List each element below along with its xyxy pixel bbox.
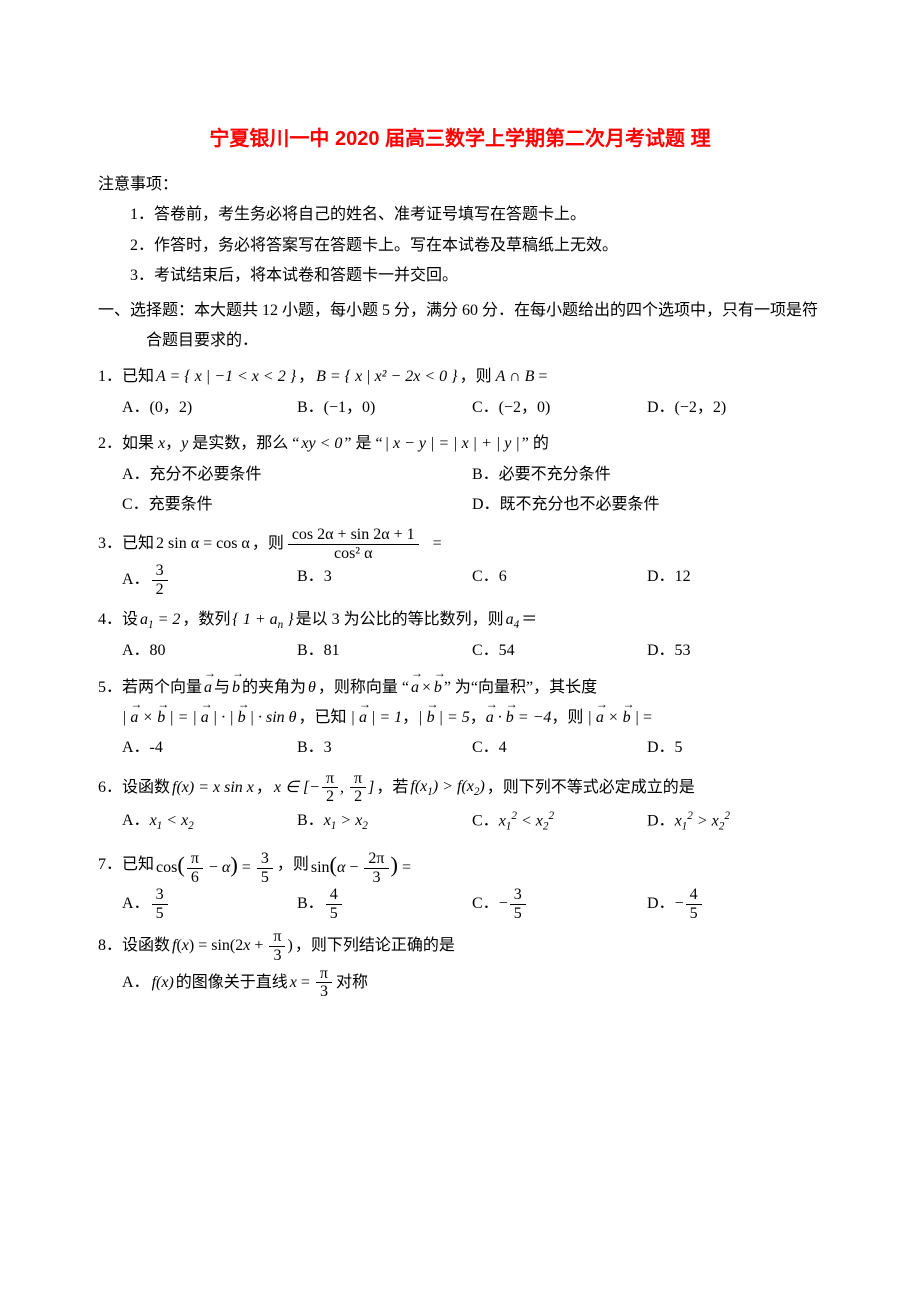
q6-stem-a: 6．设函数: [98, 773, 170, 803]
q8-optA-c: 对称: [336, 968, 368, 998]
q2-opt-b: B．必要不充分条件: [472, 460, 822, 490]
q3-frac: cos 2α + sin 2α + 1 cos² α: [288, 526, 419, 562]
question-1: 1．已知 A = { x | −1 < x < 2 } ， B = { x | …: [98, 362, 822, 423]
q6-opt-c: C．x12 < x22: [472, 806, 647, 838]
q3-stem-a: 3．已知: [98, 529, 154, 559]
q2-mid: ” 是 “: [344, 429, 382, 459]
q5-opt-a: A．-4: [122, 733, 297, 763]
q5-line2: | a × b | = | a | · | b | · sin θ: [122, 703, 297, 733]
q4-a1: a1 = 2: [140, 605, 180, 636]
q5-line1-e: ” 为“向量积”，其长度: [444, 673, 597, 703]
q3-opt-d: D．12: [647, 562, 822, 598]
q1-opt-d: D．(−2，2): [647, 393, 822, 423]
q7-mid: ，则: [277, 850, 309, 880]
q4-opt-d: D．53: [647, 636, 822, 666]
q6-mid2: ，若: [376, 773, 408, 803]
question-6: 6．设函数 f(x) = x sin x ， x ∈ [−π2, π2] ，若 …: [98, 770, 822, 838]
q4-eq: ＝: [521, 605, 537, 635]
q7-opt-c: C．−35: [472, 886, 647, 922]
q2-e2: | x − y | = | x | + | y |: [385, 429, 520, 459]
q3-opt-a: A．32: [122, 562, 297, 598]
q5-opt-b: B．3: [297, 733, 472, 763]
q2-opt-c: C．充要条件: [122, 490, 472, 520]
q7-opt-a: A．35: [122, 886, 297, 922]
q4-opt-c: C．54: [472, 636, 647, 666]
question-4: 4．设 a1 = 2 ，数列 { 1 + an } 是以 3 为公比的等比数列，…: [98, 605, 822, 667]
q1-opt-b: B．(−1，0): [297, 393, 472, 423]
q6-cond: f(x1) > f(x2): [410, 772, 484, 803]
q8-optA-a: A．: [122, 968, 150, 998]
q5-theta: θ: [308, 673, 316, 703]
q6-opt-d: D．x12 > x22: [647, 806, 822, 838]
q2-stem-a: 2．如果 x，y 是实数，那么 “: [98, 429, 299, 459]
notice-3: 3．考试结束后，将本试卷和答题卡一并交回。: [98, 261, 822, 291]
q3-opt-b: B．3: [297, 562, 472, 598]
q1-set-b: B = { x | x² − 2x < 0 }: [316, 362, 457, 392]
q8-optA-x: x = π3: [290, 965, 334, 1001]
q3-eq: 2 sin α = cos α: [156, 529, 250, 559]
q7-opt-d: D．−45: [647, 886, 822, 922]
q4-seq: { 1 + an }: [232, 605, 293, 636]
q5-opt-c: C．4: [472, 733, 647, 763]
q3-mid: ，则: [252, 529, 284, 559]
notice-head: 注意事项：: [98, 170, 822, 200]
exam-title: 宁夏银川一中 2020 届高三数学上学期第二次月考试题 理: [98, 120, 822, 158]
q4-mid2: 是以 3 为公比的等比数列，则: [296, 605, 504, 635]
q6-opt-a: A．x1 < x2: [122, 806, 297, 838]
section-1-head: 一、选择题：本大题共 12 小题，每小题 5 分，满分 60 分．在每小题给出的…: [98, 296, 822, 357]
q1-opt-a: A．(0，2): [122, 393, 297, 423]
q6-domain: x ∈ [−π2, π2]: [274, 770, 374, 806]
q4-a4: a4: [506, 605, 520, 636]
question-8: 8．设函数 f(x) = sin(2x + π3) ，则下列结论正确的是 A． …: [98, 928, 822, 1000]
q7-sin: sin(α − 2π3) =: [311, 844, 411, 887]
q7-opt-b: B．45: [297, 886, 472, 922]
question-2: 2．如果 x，y 是实数，那么 “ xy < 0 ” 是 “ | x − y |…: [98, 429, 822, 520]
q1-set-a: A = { x | −1 < x < 2 }: [156, 362, 296, 392]
q2-opt-d: D．既不充分也不必要条件: [472, 490, 822, 520]
q6-tail: ，则下列不等式必定成立的是: [487, 773, 695, 803]
q5-line1-b: 与: [214, 673, 230, 703]
q2-e1: xy < 0: [301, 429, 342, 459]
q4-stem-a: 4．设: [98, 605, 138, 635]
q8-tail: ，则下列结论正确的是: [295, 931, 455, 961]
q8-fx: f(x) = sin(2x + π3): [172, 928, 293, 964]
q3-opt-c: C．6: [472, 562, 647, 598]
q5-axb-a: a: [411, 673, 419, 703]
q2-opt-a: A．充分不必要条件: [122, 460, 472, 490]
q5-opt-d: D．5: [647, 733, 822, 763]
q6-mid1: ，: [256, 773, 272, 803]
q2-tail: ” 的: [522, 429, 549, 459]
q6-fx: f(x) = x sin x: [172, 773, 254, 803]
notice-1: 1．答卷前，考生务必将自己的姓名、准考证号填写在答题卡上。: [98, 200, 822, 230]
q4-mid: ，数列: [182, 605, 230, 635]
notice-2: 2．作答时，务必将答案写在答题卡上。写在本试卷及草稿纸上无效。: [98, 231, 822, 261]
q1-tail: ，则 A ∩ B =: [460, 362, 548, 392]
q7-stem-a: 7．已知: [98, 850, 154, 880]
q3-eqend: =: [433, 529, 442, 559]
q6-opt-b: B．x1 > x2: [297, 806, 472, 838]
question-5: 5．若两个向量 a 与 b 的夹角为 θ ，则称向量 “ a × b ” 为“向…: [98, 673, 822, 764]
q5-line1-a: 5．若两个向量: [98, 673, 202, 703]
q7-cos: cos(π6 − α) = 35: [156, 844, 275, 887]
q8-optA-fx: f(x): [152, 968, 174, 998]
question-3: 3．已知 2 sin α = cos α ，则 cos 2α + sin 2α …: [98, 526, 822, 598]
question-7: 7．已知 cos(π6 − α) = 35 ，则 sin(α − 2π3) = …: [98, 844, 822, 923]
q1-mid: ，: [298, 362, 314, 392]
q5-line1-c: 的夹角为: [242, 673, 306, 703]
q8-stem-a: 8．设函数: [98, 931, 170, 961]
q1-opt-c: C．(−2，0): [472, 393, 647, 423]
q5-given: ，已知 | a | = 1，| b | = 5，a · b = −4，则 | a…: [299, 703, 653, 733]
q8-optA-b: 的图像关于直线: [176, 968, 288, 998]
q4-opt-b: B．81: [297, 636, 472, 666]
q1-stem-a: 1．已知: [98, 362, 154, 392]
